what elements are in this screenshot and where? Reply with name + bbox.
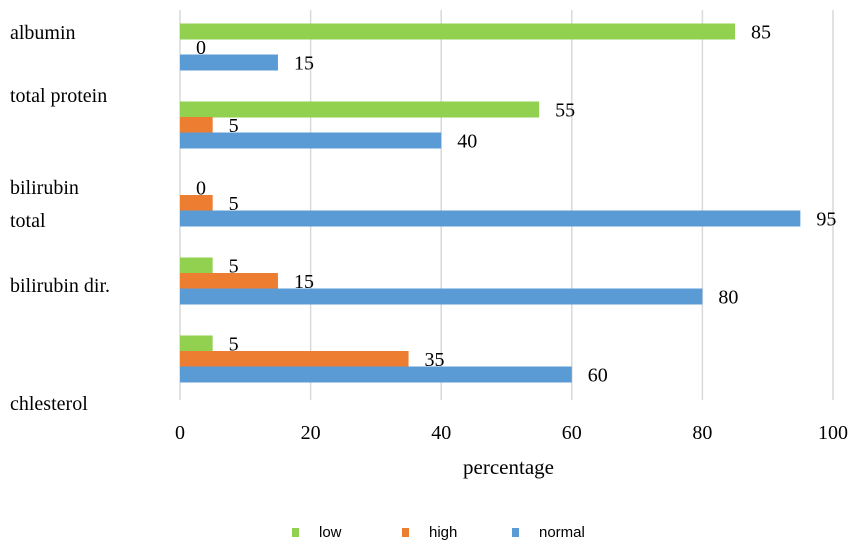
bar-high: [180, 351, 409, 367]
data-label: 0: [196, 178, 206, 200]
x-tick-label: 20: [301, 422, 321, 444]
bar-normal: [180, 210, 801, 227]
bar-high: [180, 117, 213, 133]
legend-swatch-high: [402, 528, 409, 537]
legend-swatch-low: [292, 528, 299, 537]
data-label: 5: [229, 334, 239, 356]
bar-low: [180, 335, 213, 352]
data-label: 95: [816, 209, 836, 231]
legend-label-high: high: [429, 524, 457, 541]
category-label: chlesterol: [10, 393, 88, 415]
bars: [180, 23, 801, 383]
bar-normal: [180, 366, 572, 383]
category-label: bilirubin dir.: [10, 275, 110, 297]
gridlines: [179, 10, 834, 400]
data-label: 85: [751, 22, 771, 44]
legend: low high normal: [292, 524, 585, 541]
data-label: 5: [229, 193, 239, 215]
data-label: 0: [196, 37, 206, 59]
bar-low: [180, 101, 540, 118]
category-labels: albumin total protein bilirubin total biliru…: [10, 22, 110, 415]
bar-low: [180, 257, 213, 274]
data-label: 5: [229, 115, 239, 137]
data-label: 40: [457, 131, 477, 153]
data-label: 5: [229, 256, 239, 278]
data-label: 15: [294, 271, 314, 293]
data-label: 60: [588, 365, 608, 387]
legend-label-low: low: [319, 524, 342, 541]
x-tick-label: 100: [818, 422, 848, 444]
x-axis-title: percentage: [463, 455, 554, 479]
bar-normal: [180, 288, 703, 305]
legend-label-normal: normal: [539, 524, 585, 541]
category-label: total protein: [10, 85, 107, 107]
category-label: albumin: [10, 22, 76, 44]
bar-normal: [180, 132, 442, 149]
x-tick-label: 0: [175, 422, 185, 444]
x-axis-tick-labels: 0 20 40 60 80 100: [175, 422, 848, 444]
category-label: bilirubin total: [10, 177, 79, 232]
bar-high: [180, 273, 278, 289]
data-label: 55: [555, 100, 575, 122]
x-tick-label: 80: [692, 422, 712, 444]
data-label: 35: [425, 349, 445, 371]
bar-low: [180, 23, 736, 40]
bar-high: [180, 195, 213, 211]
x-tick-label: 60: [562, 422, 582, 444]
data-label: 15: [294, 53, 314, 75]
bar-normal: [180, 54, 278, 71]
x-tick-label: 40: [431, 422, 451, 444]
legend-swatch-normal: [512, 528, 519, 537]
data-label: 80: [718, 287, 738, 309]
